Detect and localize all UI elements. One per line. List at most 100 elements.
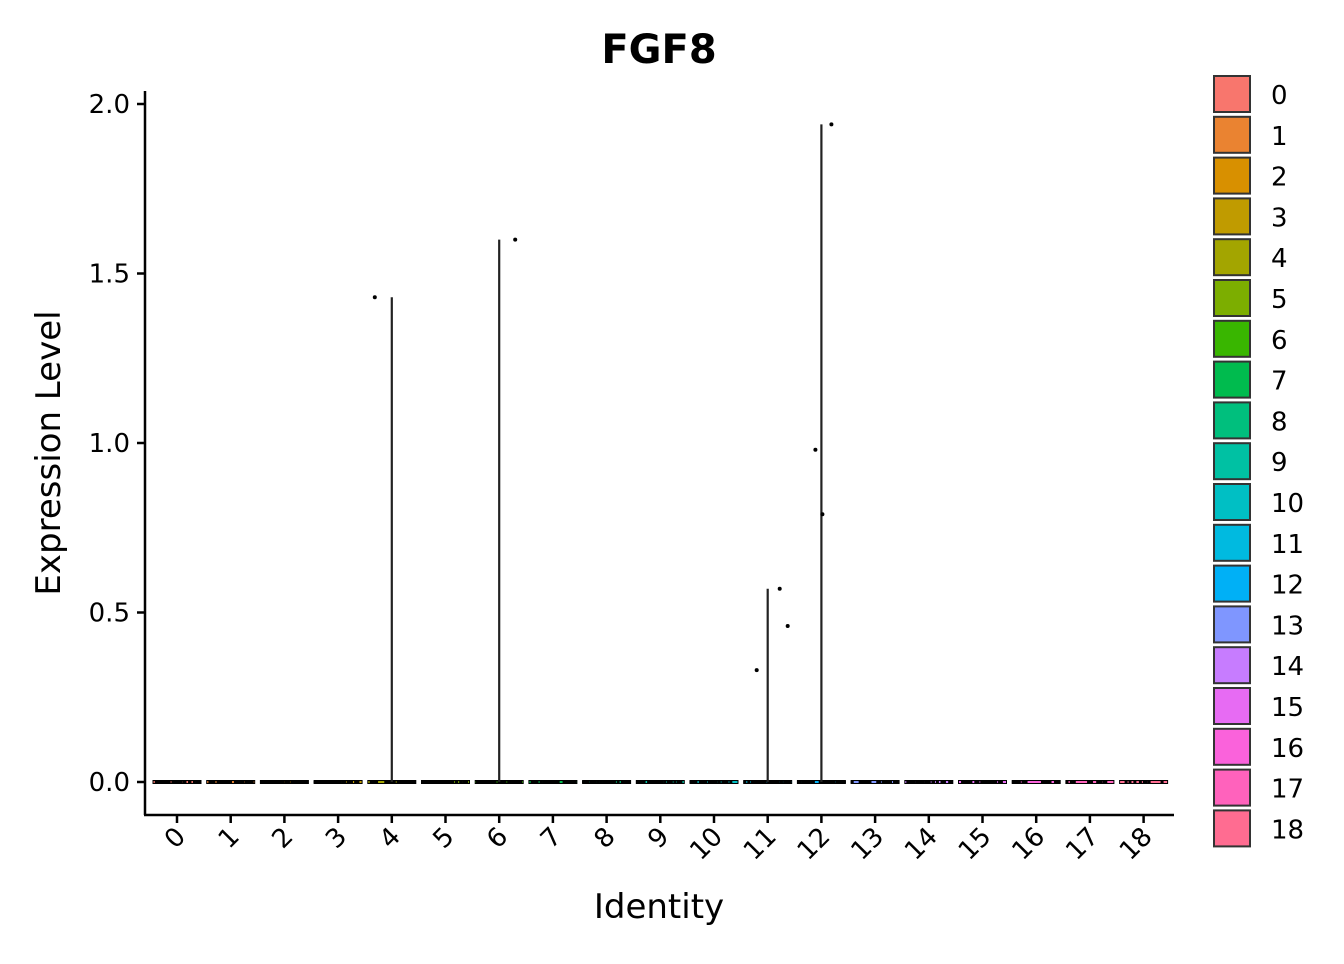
data-point — [487, 780, 491, 784]
data-point — [747, 780, 751, 784]
data-point — [888, 780, 893, 784]
data-point — [392, 780, 396, 784]
data-point — [459, 780, 463, 784]
data-point — [811, 780, 815, 784]
data-point — [724, 780, 728, 784]
data-point — [621, 780, 625, 784]
legend-key-4 — [1213, 238, 1251, 277]
data-point — [611, 780, 615, 784]
data-point — [441, 780, 446, 784]
data-point — [924, 780, 928, 784]
data-point-nonzero — [813, 447, 818, 452]
x-tick-label: 5 — [428, 822, 461, 855]
data-point — [698, 780, 702, 784]
legend-key-0 — [1213, 75, 1251, 113]
legend-key-16 — [1213, 727, 1251, 766]
x-tick-label: 1 — [213, 822, 246, 855]
data-point-nonzero — [820, 512, 825, 517]
data-point — [355, 780, 359, 784]
data-point — [797, 780, 801, 784]
data-point — [535, 780, 539, 784]
data-point — [729, 780, 733, 784]
legend-key-7 — [1213, 360, 1251, 399]
data-point — [709, 780, 713, 784]
y-tick-label: 0.0 — [89, 768, 130, 798]
data-point — [654, 780, 658, 784]
data-point — [305, 780, 309, 784]
legend-key-3 — [1213, 197, 1251, 236]
data-point — [502, 780, 506, 784]
data-point — [290, 780, 294, 784]
legend-key-14 — [1213, 646, 1251, 685]
data-point — [192, 780, 197, 784]
data-point — [507, 780, 511, 784]
legend-label: 1 — [1271, 122, 1288, 152]
data-point — [616, 780, 620, 784]
data-point — [596, 780, 600, 784]
data-point — [948, 780, 952, 784]
data-point — [327, 780, 331, 784]
data-point — [1096, 780, 1100, 784]
legend-key-1 — [1213, 115, 1251, 154]
data-point — [455, 780, 459, 784]
legend-label: 14 — [1271, 652, 1304, 682]
data-point — [935, 780, 940, 784]
data-point — [627, 780, 631, 784]
data-point — [895, 780, 899, 784]
data-point — [493, 780, 497, 784]
data-point — [266, 780, 270, 784]
data-point — [743, 780, 747, 784]
data-point — [1071, 780, 1075, 784]
x-tick-label: 13 — [845, 822, 890, 867]
data-point — [1086, 780, 1091, 784]
data-point — [763, 780, 767, 784]
data-point — [451, 780, 455, 784]
data-point — [438, 780, 443, 784]
data-point-nonzero — [513, 237, 518, 242]
data-point — [422, 780, 426, 784]
data-point — [172, 780, 177, 784]
legend-label: 3 — [1271, 203, 1288, 233]
data-point — [341, 780, 345, 784]
legend-label: 8 — [1271, 407, 1288, 437]
data-point — [721, 780, 725, 784]
data-point — [322, 780, 326, 784]
legend-label: 15 — [1271, 693, 1304, 723]
data-point — [374, 780, 379, 784]
legend-key-12 — [1213, 564, 1251, 603]
data-point — [403, 780, 407, 784]
data-point — [212, 780, 216, 784]
legend-key-6 — [1213, 319, 1251, 358]
data-point — [916, 780, 921, 784]
data-point — [969, 780, 973, 784]
legend-key-5 — [1213, 279, 1251, 317]
legend-label: 7 — [1271, 367, 1288, 397]
data-point — [960, 780, 965, 784]
legend-key-8 — [1213, 401, 1251, 440]
data-point — [750, 780, 755, 784]
legend-label: 6 — [1271, 326, 1288, 356]
data-point — [338, 780, 342, 784]
data-point — [656, 780, 661, 784]
data-point — [669, 780, 673, 784]
data-point — [480, 780, 484, 784]
data-point — [679, 780, 683, 784]
data-point — [808, 780, 812, 784]
data-point — [584, 780, 589, 784]
data-point — [298, 780, 302, 784]
x-tick-label: 3 — [320, 822, 353, 855]
data-point — [829, 780, 833, 784]
data-point — [712, 780, 716, 784]
data-point — [208, 780, 212, 784]
data-point — [963, 780, 967, 784]
data-point — [284, 780, 288, 784]
data-point — [542, 780, 546, 784]
data-point — [1160, 780, 1164, 784]
legend-key-17 — [1213, 768, 1251, 807]
data-point — [991, 780, 995, 784]
legend-label: 16 — [1271, 734, 1304, 764]
data-point — [1142, 780, 1146, 784]
data-point — [159, 780, 163, 784]
